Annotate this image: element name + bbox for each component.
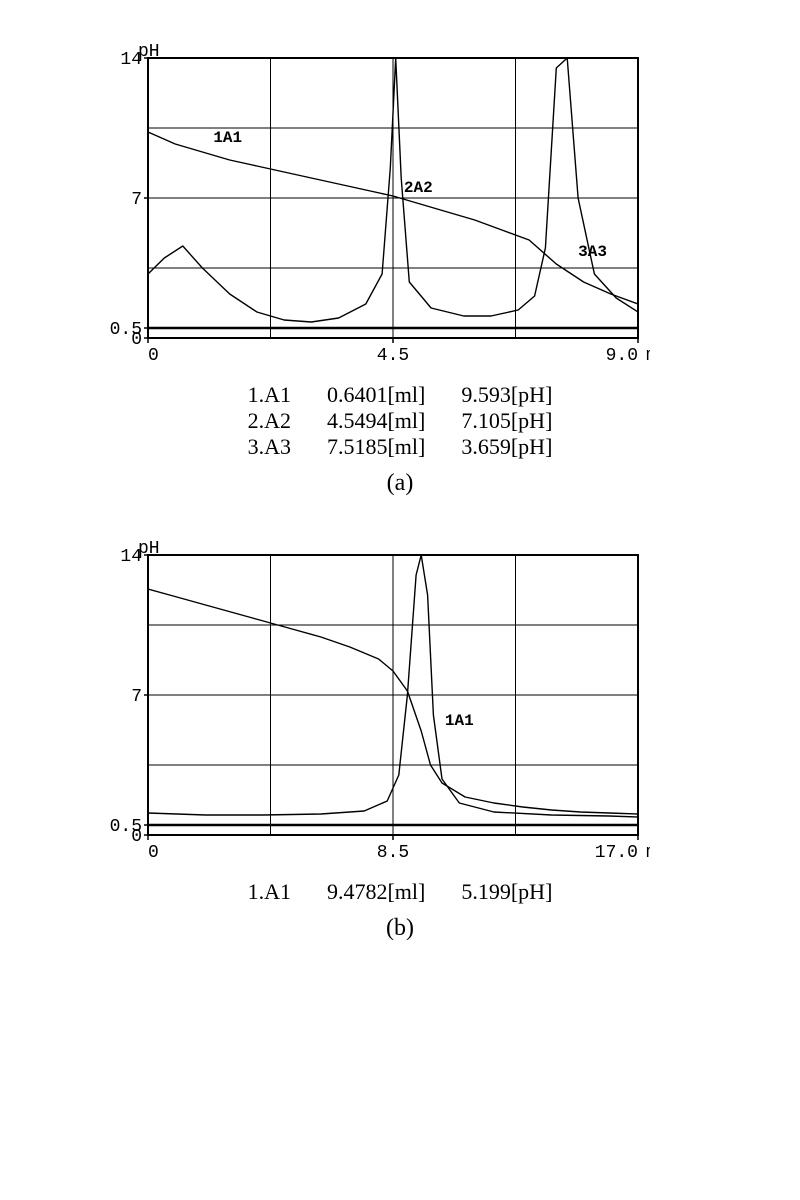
svg-text:7: 7 <box>131 687 142 707</box>
table-cell: 1.A1 <box>230 382 309 408</box>
chart-b: pH1A100.571408.517.0ml <box>90 537 650 867</box>
table-cell: 2.A2 <box>230 408 309 434</box>
table-row: 1.A10.6401[ml]9.593[pH] <box>230 382 571 408</box>
table-row: 1.A19.4782[ml]5.199[pH] <box>230 879 571 905</box>
table-cell: 1.A1 <box>230 879 309 905</box>
table-a: 1.A10.6401[ml]9.593[pH]2.A24.5494[ml]7.1… <box>230 382 571 460</box>
svg-text:14: 14 <box>120 50 142 70</box>
table-cell: 4.5494[ml] <box>309 408 443 434</box>
caption-b: (b) <box>60 915 740 942</box>
table-cell: 7.5185[ml] <box>309 434 443 460</box>
svg-text:8.5: 8.5 <box>377 843 409 863</box>
svg-text:14: 14 <box>120 547 142 567</box>
svg-text:3A3: 3A3 <box>578 243 607 261</box>
table-cell: 0.6401[ml] <box>309 382 443 408</box>
table-cell: 9.4782[ml] <box>309 879 443 905</box>
table-cell: 3.A3 <box>230 434 309 460</box>
table-row: 3.A37.5185[ml]3.659[pH] <box>230 434 571 460</box>
svg-text:4.5: 4.5 <box>377 346 409 366</box>
svg-text:9.0: 9.0 <box>606 346 638 366</box>
chart-b-wrapper: pH1A100.571408.517.0ml <box>90 537 740 867</box>
table-row: 2.A24.5494[ml]7.105[pH] <box>230 408 571 434</box>
svg-text:0.5: 0.5 <box>110 817 142 837</box>
table-b: 1.A19.4782[ml]5.199[pH] <box>230 879 571 905</box>
table-cell: 7.105[pH] <box>443 408 570 434</box>
table-cell: 3.659[pH] <box>443 434 570 460</box>
svg-text:0: 0 <box>148 843 159 863</box>
svg-text:7: 7 <box>131 190 142 210</box>
svg-text:ml: ml <box>646 843 650 863</box>
chart-a-wrapper: pH1A12A23A300.571404.59.0ml <box>90 40 740 370</box>
svg-text:0: 0 <box>148 346 159 366</box>
panel-a: pH1A12A23A300.571404.59.0ml 1.A10.6401[m… <box>60 40 740 497</box>
svg-text:1A1: 1A1 <box>213 129 242 147</box>
svg-text:ml: ml <box>646 346 650 366</box>
caption-a: (a) <box>60 470 740 497</box>
chart-a: pH1A12A23A300.571404.59.0ml <box>90 40 650 370</box>
svg-text:2A2: 2A2 <box>404 179 433 197</box>
svg-text:1A1: 1A1 <box>445 712 474 730</box>
panel-b: pH1A100.571408.517.0ml 1.A19.4782[ml]5.1… <box>60 537 740 942</box>
svg-text:17.0: 17.0 <box>595 843 638 863</box>
svg-text:0.5: 0.5 <box>110 320 142 340</box>
table-cell: 9.593[pH] <box>443 382 570 408</box>
table-cell: 5.199[pH] <box>443 879 570 905</box>
page: pH1A12A23A300.571404.59.0ml 1.A10.6401[m… <box>0 0 800 1022</box>
